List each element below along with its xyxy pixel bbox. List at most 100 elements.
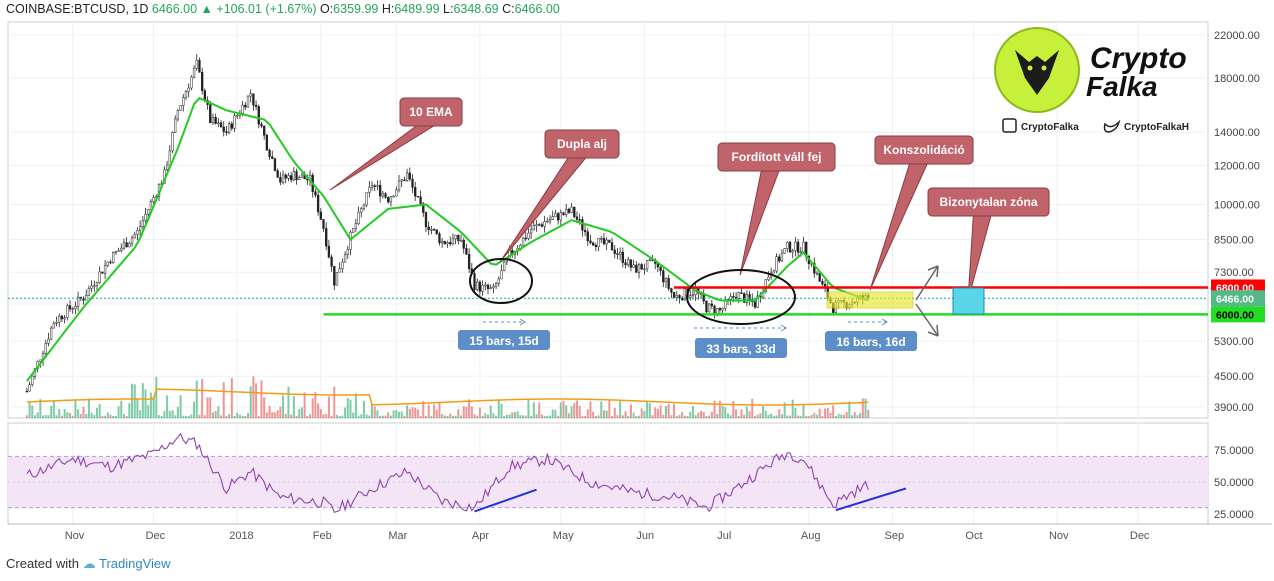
candle-body	[52, 323, 55, 329]
rsi-tick-label: 25.0000	[1214, 509, 1254, 521]
volume-bar	[508, 414, 511, 418]
candle-body	[246, 95, 250, 108]
price-level-tag	[1211, 306, 1265, 323]
volume-bar	[435, 409, 438, 418]
candle-body	[25, 390, 29, 393]
volume-bar	[675, 415, 678, 418]
candle-body	[592, 242, 595, 246]
volume-bar	[775, 415, 778, 418]
volume-bar	[133, 384, 136, 418]
volume-bar	[371, 404, 374, 418]
candle-body	[438, 233, 441, 244]
candle-body	[546, 220, 549, 223]
volume-bar	[519, 415, 522, 418]
candle-body	[775, 256, 778, 272]
volume-bar	[813, 412, 816, 418]
volume-bar	[201, 379, 204, 418]
candle-body	[74, 306, 77, 309]
volume-bar	[327, 396, 330, 418]
candle-body	[524, 237, 527, 240]
price-tick-label: 8500.00	[1214, 234, 1254, 246]
volume-bar	[681, 411, 684, 418]
callout-label: 10 EMA	[409, 105, 453, 119]
volume-bar	[516, 411, 519, 418]
candle-body	[263, 125, 266, 136]
volume-bar	[815, 414, 818, 418]
volume-bar	[360, 414, 363, 418]
candle-body	[481, 284, 484, 292]
candle-body	[209, 104, 212, 123]
volume-bar	[710, 411, 713, 418]
price-tick-label: 18000.00	[1214, 73, 1260, 85]
volume-bar	[468, 399, 471, 418]
volume-bar	[314, 392, 317, 418]
candle-body	[147, 209, 150, 215]
price-tick-label: 4500.00	[1214, 371, 1254, 383]
volume-bar	[255, 383, 258, 418]
volume-bar	[627, 415, 630, 418]
candle-body	[624, 262, 627, 266]
volume-bar	[95, 407, 98, 418]
volume-bar	[69, 413, 72, 418]
volume-bar	[484, 413, 487, 418]
candle-body	[403, 179, 406, 182]
time-tick-label: Sep	[884, 530, 904, 542]
candle-body	[254, 104, 258, 107]
callout-box	[874, 135, 974, 165]
candle-body	[227, 123, 231, 133]
candle-body	[465, 248, 468, 255]
volume-bar	[406, 405, 409, 418]
candle-body	[357, 211, 360, 224]
volume-bar	[228, 414, 231, 418]
candle-body	[764, 279, 767, 293]
volume-bar	[608, 400, 611, 418]
candle-body	[645, 260, 649, 270]
price-level-tag	[1211, 290, 1265, 307]
volume-bar	[373, 406, 376, 418]
volume-bar	[549, 415, 552, 418]
volume-bar	[349, 399, 352, 418]
candle-body	[66, 305, 69, 318]
tradingview-link[interactable]: TradingView	[99, 556, 171, 571]
volume-bar	[786, 415, 789, 418]
wolf-eye-icon	[1041, 65, 1047, 71]
bar-count-box	[825, 331, 917, 351]
candle-body	[184, 91, 188, 98]
volume-bar	[586, 409, 589, 418]
candle-body	[786, 241, 789, 249]
volume-bar	[489, 405, 492, 418]
candle-body	[799, 251, 802, 254]
candle-body	[538, 224, 541, 226]
volume-bar	[31, 405, 34, 418]
volume-bar	[584, 415, 587, 418]
volume-bar	[729, 415, 732, 418]
volume-bar	[802, 403, 805, 418]
volume-bar	[47, 415, 50, 418]
callout-box	[927, 187, 1050, 217]
time-tick-label: Jun	[636, 530, 654, 542]
footer: Created with ☁ TradingView	[6, 556, 171, 572]
volume-bar	[28, 402, 31, 418]
volume-bar	[333, 386, 336, 418]
volume-bar	[753, 415, 756, 418]
volume-bar	[193, 401, 196, 418]
volume-bar	[330, 415, 333, 418]
double-bottom-ellipse	[469, 258, 533, 304]
volume-bar	[524, 415, 527, 418]
candle-body	[60, 315, 64, 320]
volume-bar	[597, 415, 600, 418]
volume-bar	[751, 398, 754, 418]
volume-bar	[821, 415, 824, 418]
candle-body	[214, 117, 217, 124]
volume-bar	[131, 383, 134, 418]
volume-bar	[551, 409, 554, 418]
candle-body	[586, 231, 589, 242]
volume-bar	[621, 415, 624, 418]
rsi-line	[26, 432, 869, 514]
candle-body	[551, 216, 554, 220]
volume-bar	[82, 406, 85, 418]
volume-bar	[376, 410, 379, 418]
volume-bar	[300, 407, 303, 418]
candle-body	[314, 191, 317, 196]
